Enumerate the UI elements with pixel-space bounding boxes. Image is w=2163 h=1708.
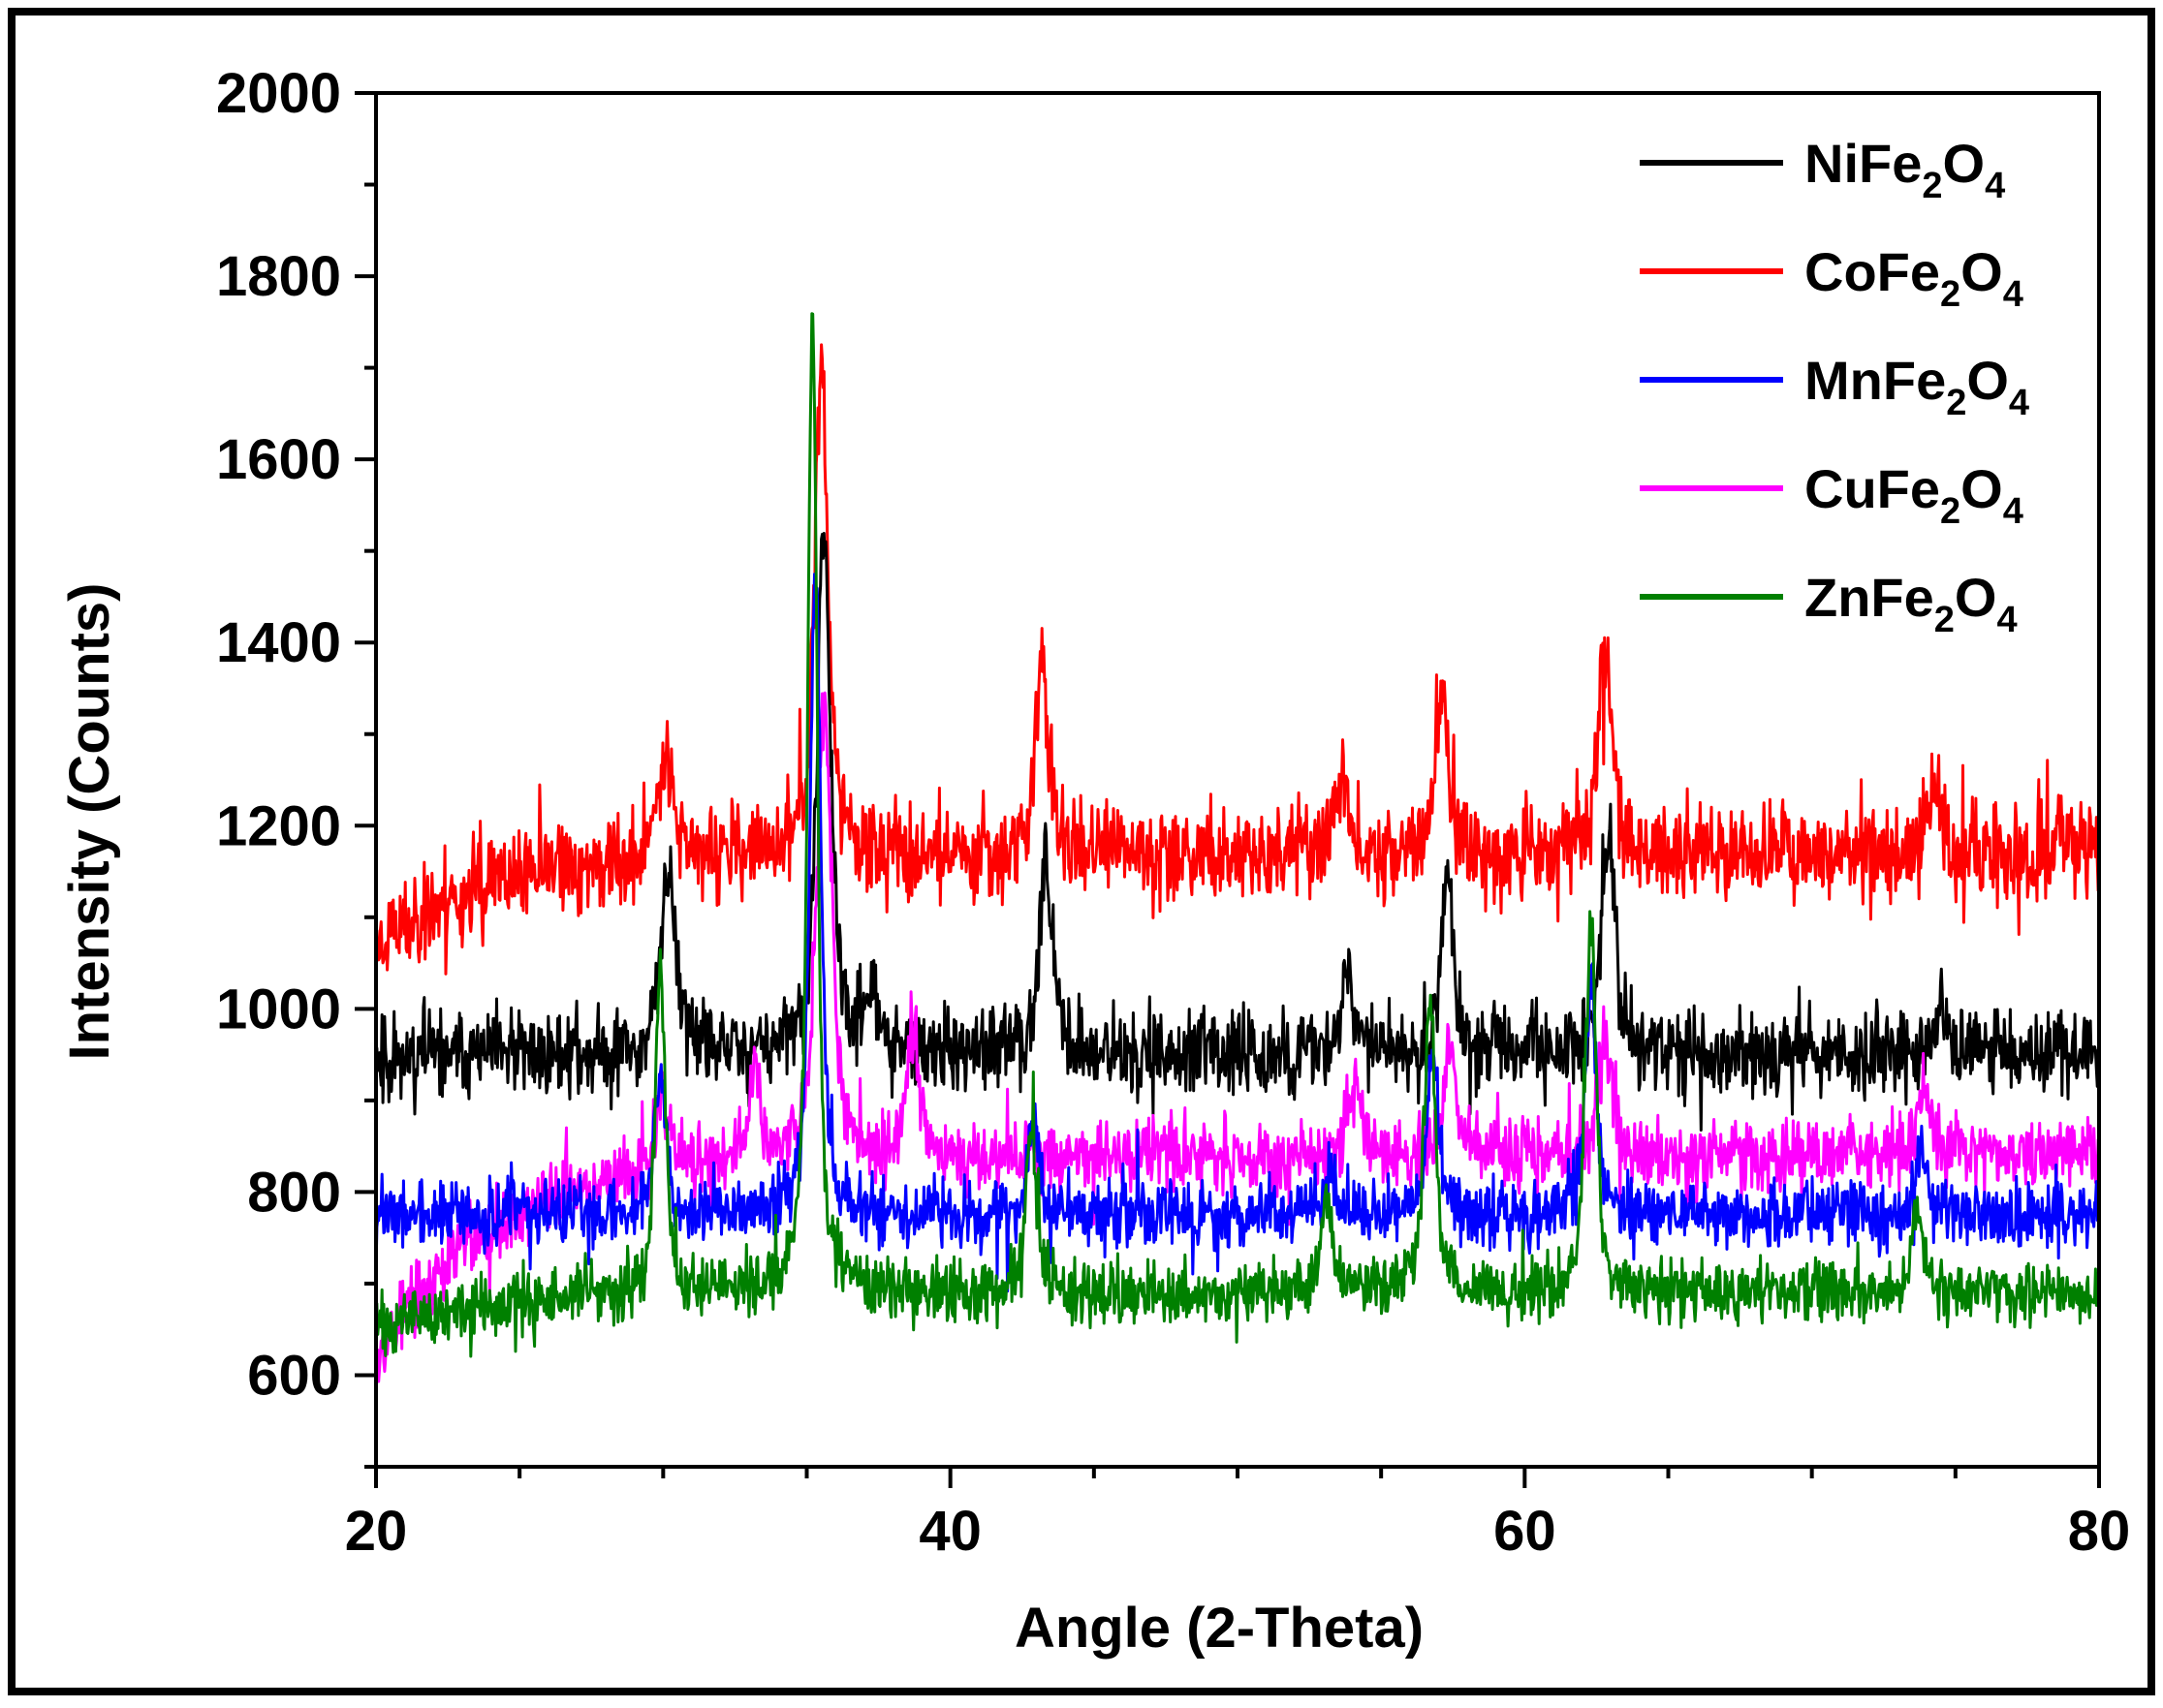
- x-tick-label: 80: [2068, 1500, 2131, 1563]
- y-tick-label: 1600: [216, 428, 341, 491]
- y-tick-label: 2000: [216, 62, 341, 125]
- y-tick-label: 600: [247, 1344, 341, 1407]
- legend-item-NiFe2O4: NiFe2O4: [1640, 133, 2005, 206]
- legend: NiFe2O4 CoFe2O4 MnFe2O4 CuFe2O4 ZnFe2O4: [1640, 133, 2029, 640]
- y-tick-labels: 600 800 1000 1200 1400 1600 1800 2000: [216, 62, 341, 1407]
- legend-label: CoFe2O4: [1804, 241, 2023, 315]
- y-axis-title: Intensity (Counts): [58, 583, 121, 1061]
- x-axis-title: Angle (2-Theta): [1015, 1597, 1424, 1660]
- y-tick-label: 1400: [216, 611, 341, 674]
- ticks-layer: [355, 91, 2101, 1488]
- legend-label: ZnFe2O4: [1804, 567, 2018, 640]
- y-tick-label: 1800: [216, 245, 341, 308]
- legend-item-ZnFe2O4: ZnFe2O4: [1640, 567, 2018, 640]
- y-tick-label: 1000: [216, 978, 341, 1040]
- x-tick-labels: 20 40 60 80: [345, 1500, 2131, 1563]
- series-line-MnFe2O4: [374, 573, 2101, 1293]
- legend-item-MnFe2O4: MnFe2O4: [1640, 350, 2029, 423]
- series-layer: [374, 312, 2101, 1394]
- series-line-CuFe2O4: [374, 691, 2101, 1394]
- x-tick-label: 60: [1493, 1500, 1556, 1563]
- y-tick-label: 800: [247, 1161, 341, 1224]
- y-tick-label: 1200: [216, 794, 341, 857]
- legend-item-CuFe2O4: CuFe2O4: [1640, 458, 2023, 532]
- x-tick-label: 20: [345, 1500, 408, 1563]
- series-line-CoFe2O4: [374, 343, 2101, 976]
- legend-label: MnFe2O4: [1804, 350, 2029, 423]
- series-line-ZnFe2O4: [374, 312, 2101, 1358]
- legend-label: CuFe2O4: [1804, 458, 2023, 532]
- x-tick-label: 40: [919, 1500, 982, 1563]
- legend-label: NiFe2O4: [1804, 133, 2005, 206]
- series-line-NiFe2O4: [374, 532, 2101, 1132]
- legend-item-CoFe2O4: CoFe2O4: [1640, 241, 2023, 315]
